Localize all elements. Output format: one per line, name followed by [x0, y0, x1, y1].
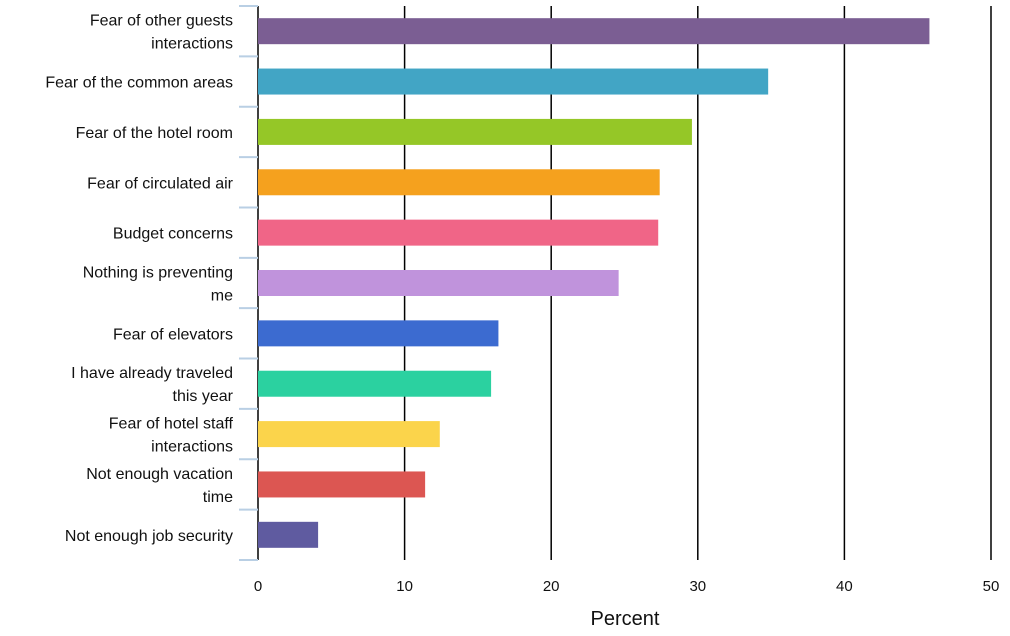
x-tick-label-5: 50 — [983, 578, 1000, 595]
category-label-9-line-1: Fear of hotel staff — [109, 416, 234, 433]
bar-4 — [258, 169, 660, 196]
category-label-9-line-2: interactions — [151, 439, 233, 456]
bar-8 — [258, 370, 492, 397]
category-label-2: Fear of the common areas — [45, 75, 233, 92]
bar-1 — [258, 18, 930, 45]
bar-7 — [258, 320, 499, 347]
category-label-7: Fear of elevators — [113, 326, 233, 343]
category-label-10-line-1: Not enough vacation — [86, 466, 233, 483]
category-label-8-line-1: I have already traveled — [71, 365, 233, 382]
x-tick-label-1: 10 — [396, 578, 413, 595]
category-label-3: Fear of the hotel room — [76, 125, 233, 142]
x-tick-label-2: 20 — [543, 578, 560, 595]
bar-5 — [258, 219, 659, 246]
category-label-10-line-2: time — [203, 489, 233, 506]
x-tick-label-3: 30 — [689, 578, 706, 595]
x-tick-label-4: 40 — [836, 578, 853, 595]
category-label-11: Not enough job security — [65, 528, 233, 545]
category-label-4: Fear of circulated air — [87, 175, 234, 192]
x-axis-ticks: 0 10 20 30 40 50 — [254, 578, 1000, 595]
x-axis-title: Percent — [591, 608, 660, 630]
category-label-6-line-1: Nothing is preventing — [83, 265, 233, 282]
bar-2 — [258, 68, 769, 95]
y-axis: Fear of other guests interactions Fear of … — [45, 5, 258, 561]
category-label-1-line-1: Fear of other guests — [90, 13, 233, 30]
bar-10 — [258, 471, 426, 498]
category-label-5: Budget concerns — [113, 226, 233, 243]
category-label-8-line-2: this year — [173, 388, 234, 405]
x-tick-label-0: 0 — [254, 578, 262, 595]
bar-9 — [258, 421, 440, 448]
bars — [258, 18, 930, 548]
bar-11 — [258, 521, 319, 548]
bar-6 — [258, 270, 619, 296]
category-label-1-line-2: interactions — [151, 36, 233, 53]
category-label-6-line-2: me — [211, 288, 233, 305]
bar-3 — [258, 118, 692, 145]
